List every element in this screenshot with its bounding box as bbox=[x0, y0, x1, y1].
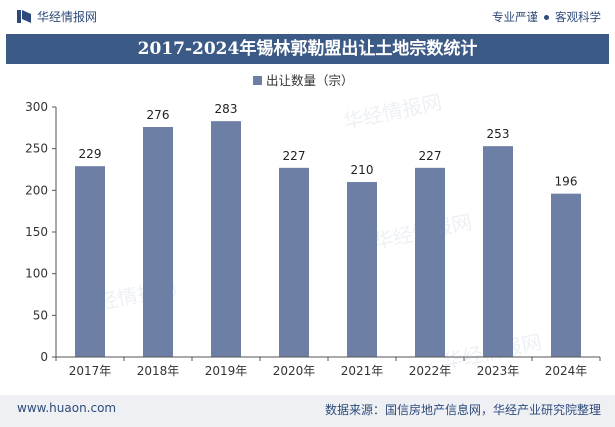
bar-value-label: 227 bbox=[419, 149, 442, 163]
x-tick-label: 2023年 bbox=[477, 364, 520, 378]
legend-swatch bbox=[253, 76, 262, 85]
bar bbox=[483, 146, 513, 357]
bullet-dot-icon bbox=[544, 14, 549, 20]
legend-label: 出让数量（宗） bbox=[266, 73, 354, 88]
bar bbox=[279, 167, 309, 357]
bar-value-label: 210 bbox=[351, 163, 374, 177]
bar-value-label: 227 bbox=[283, 149, 306, 163]
bar-chart: 华经情报网华经情报网华经情报网华经情报网 出让数量（宗） 05010015020… bbox=[25, 73, 601, 378]
slogan-left: 专业严谨 bbox=[492, 10, 538, 24]
top-bar: 华经情报网 专业严谨 客观科学 bbox=[0, 0, 615, 34]
bar bbox=[211, 121, 241, 357]
y-tick-label: 50 bbox=[33, 308, 48, 322]
y-tick-label: 0 bbox=[40, 350, 48, 364]
bar bbox=[415, 167, 445, 357]
x-tick-label: 2020年 bbox=[273, 364, 316, 378]
bar-value-label: 229 bbox=[79, 147, 102, 161]
y-tick-label: 200 bbox=[25, 183, 48, 197]
y-tick-label: 300 bbox=[25, 100, 48, 114]
x-tick-label: 2018年 bbox=[137, 364, 180, 378]
slogan: 专业严谨 客观科学 bbox=[492, 9, 601, 25]
y-tick-label: 100 bbox=[25, 267, 48, 281]
y-axis: 0 50 100 150 200 250 300 bbox=[25, 100, 57, 364]
bar bbox=[551, 193, 581, 357]
x-tick-label: 2024年 bbox=[545, 364, 588, 378]
bar-value-label: 196 bbox=[555, 175, 578, 189]
brand-logo-icon bbox=[17, 10, 31, 23]
x-tick-label: 2022年 bbox=[409, 364, 452, 378]
bar-value-label: 253 bbox=[487, 127, 510, 141]
bar bbox=[75, 166, 105, 357]
x-tick-label: 2019年 bbox=[205, 364, 248, 378]
slogan-right: 客观科学 bbox=[555, 10, 601, 24]
bar bbox=[143, 127, 173, 357]
y-tick-label: 150 bbox=[25, 225, 48, 239]
chart-title: 2017-2024年锡林郭勒盟出让土地宗数统计 bbox=[6, 34, 609, 64]
x-axis: 2017年 2018年 2019年 2020年 2021年 2022年 2023年 2024年 bbox=[55, 356, 601, 378]
brand[interactable]: 华经情报网 bbox=[17, 8, 97, 25]
y-tick-label: 250 bbox=[25, 142, 48, 156]
watermark-0: 华经情报网 bbox=[341, 90, 444, 134]
footer: www.huaon.com 数据来源：国信房地产信息网，华经产业研究院整理 bbox=[0, 395, 615, 427]
footer-source: 数据来源：国信房地产信息网，华经产业研究院整理 bbox=[324, 403, 601, 417]
bar-value-label: 276 bbox=[147, 108, 170, 122]
bars: 229 276 283 227 210 227 253 196 bbox=[75, 102, 581, 357]
bar bbox=[347, 182, 377, 357]
legend: 出让数量（宗） bbox=[253, 73, 354, 88]
x-tick-label: 2021年 bbox=[341, 364, 384, 378]
x-tick-label: 2017年 bbox=[69, 364, 112, 378]
brand-name: 华经情报网 bbox=[37, 10, 98, 24]
bar-value-label: 283 bbox=[215, 102, 238, 116]
footer-website-link[interactable]: www.huaon.com bbox=[17, 401, 117, 415]
